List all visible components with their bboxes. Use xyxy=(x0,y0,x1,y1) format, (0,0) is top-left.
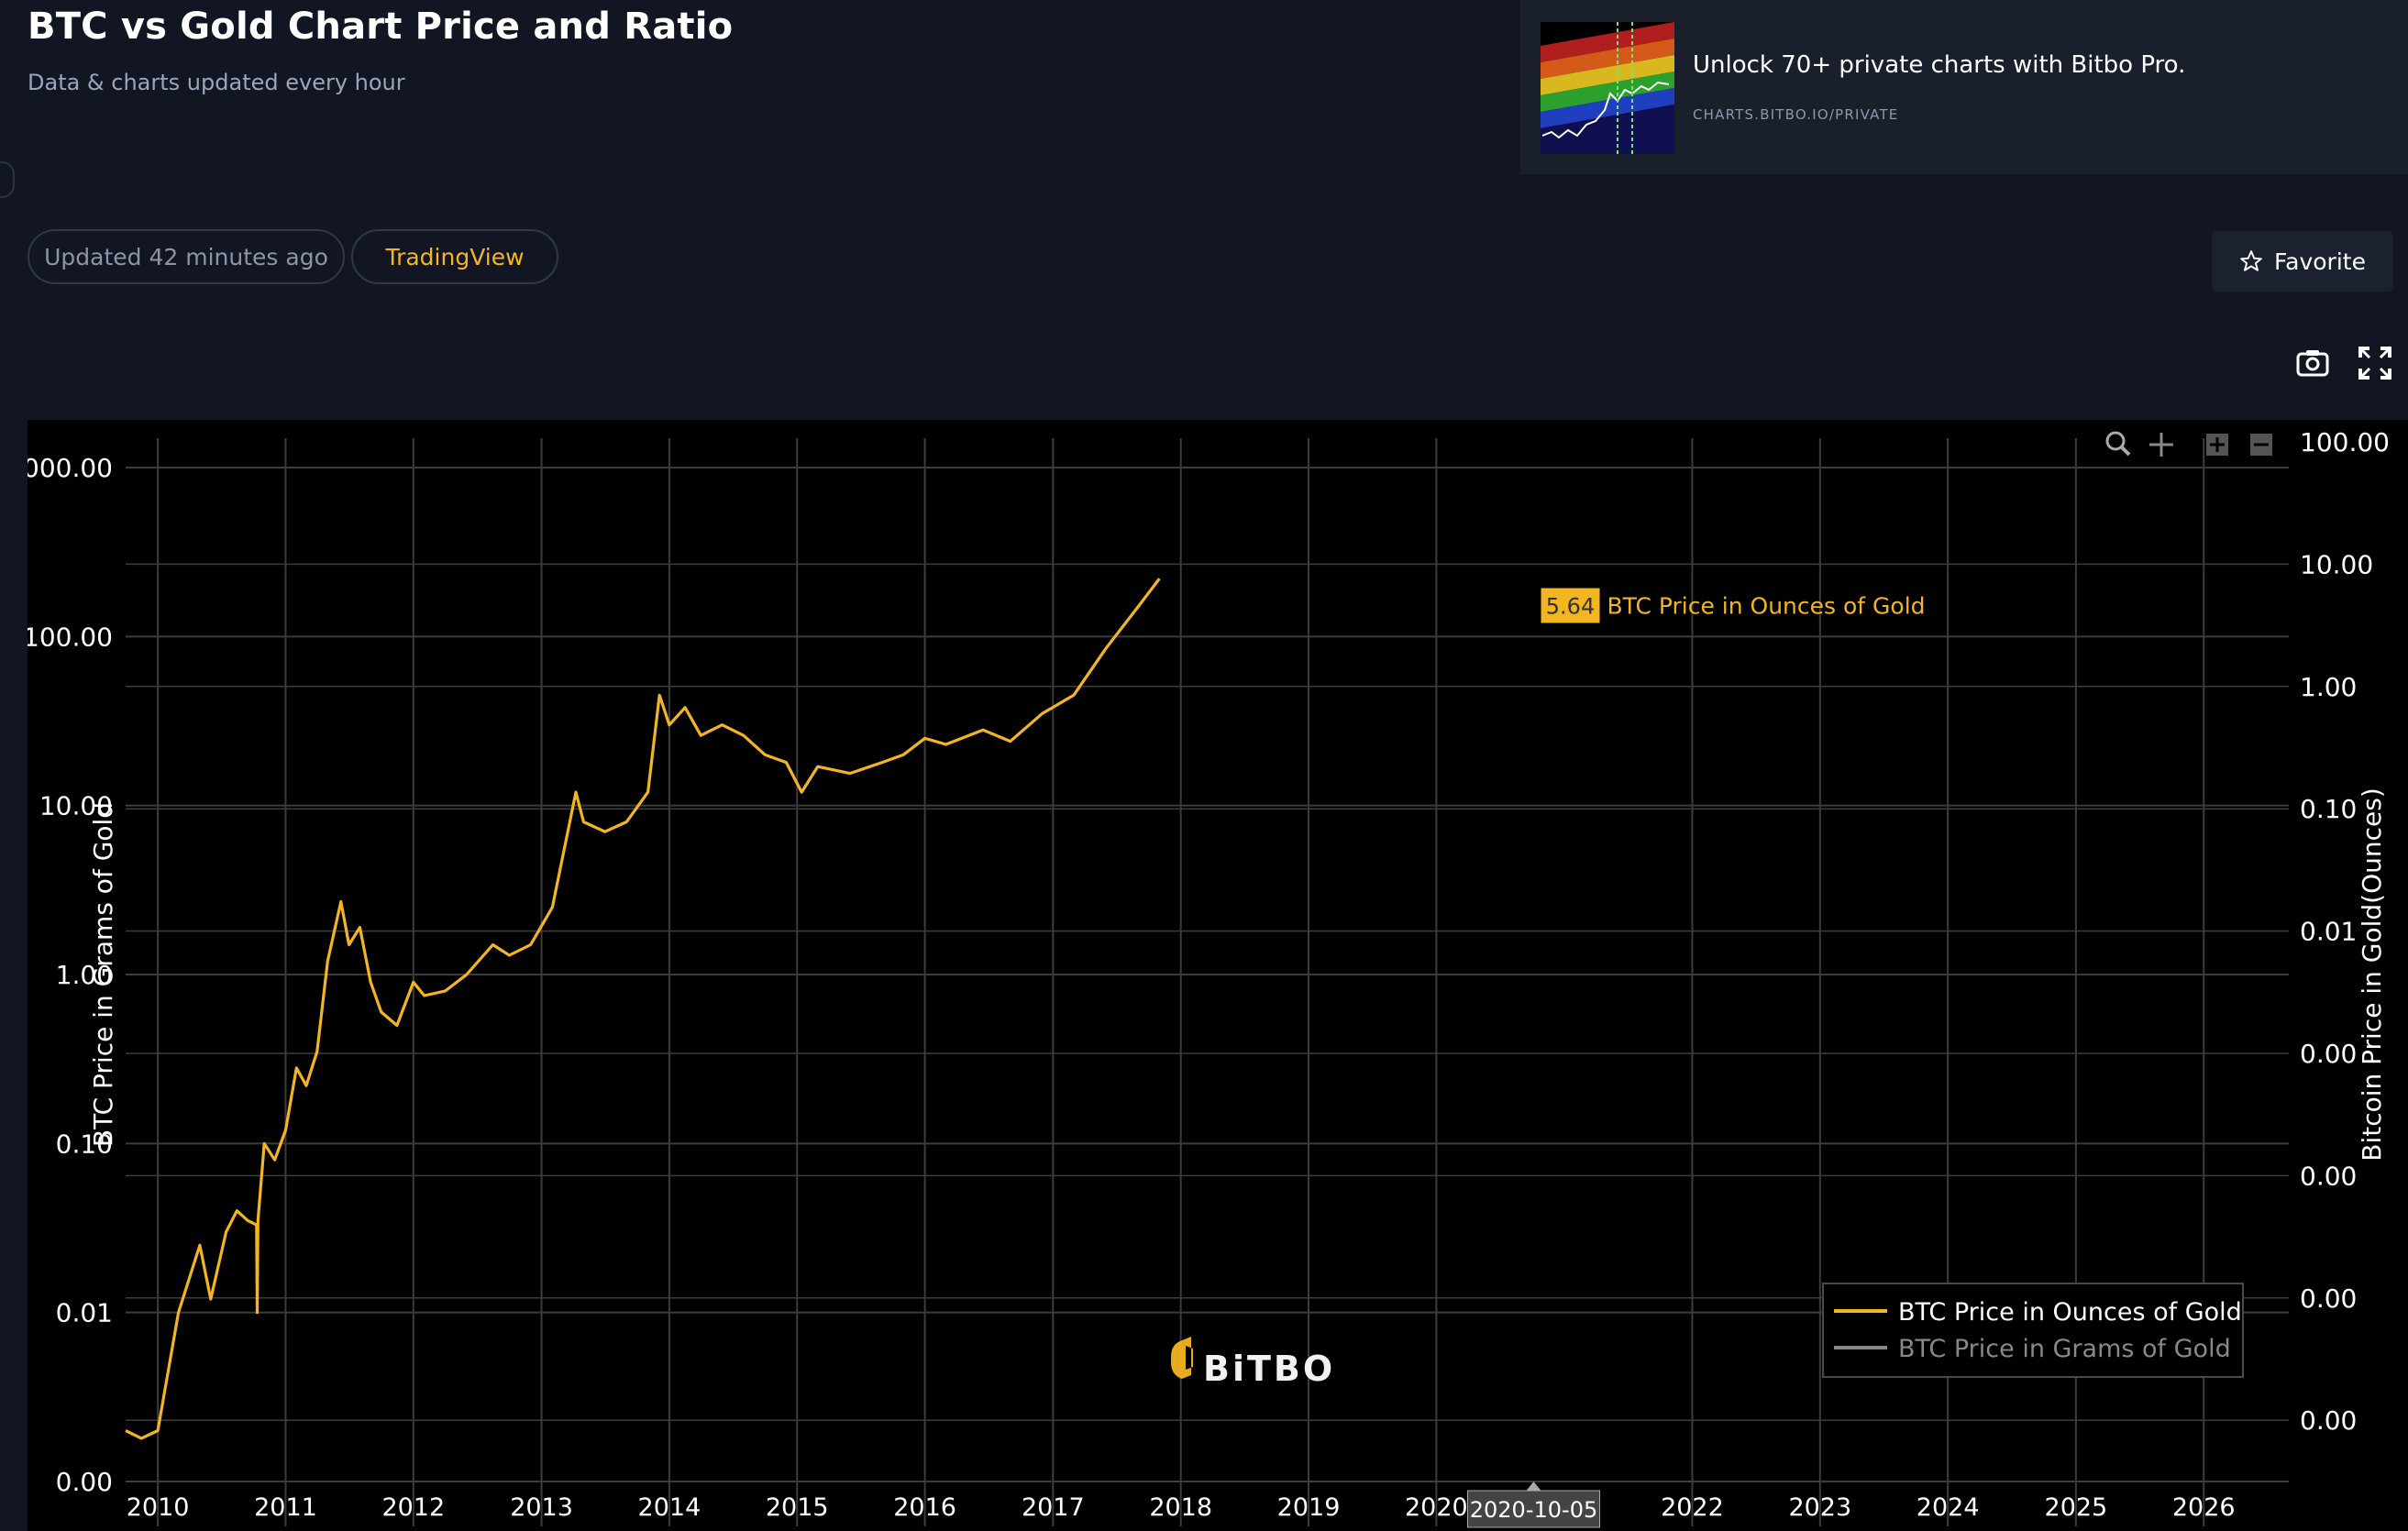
y-tick-right: 0.00 xyxy=(2300,1283,2357,1314)
hover-value: 5.64 xyxy=(1546,594,1595,620)
zoom-icon[interactable] xyxy=(2105,431,2131,457)
y-tick-right: 0.00 xyxy=(2300,1039,2357,1069)
y-axis-label-right: Bitcoin Price in Gold(Ounces) xyxy=(2357,788,2387,1162)
x-tick: 2016 xyxy=(893,1493,956,1522)
x-tick: 2025 xyxy=(2045,1493,2108,1522)
y-axis-label-left: BTC Price in Grams of Gold xyxy=(88,802,118,1147)
watermark: BiTBO xyxy=(1171,1337,1335,1389)
zoom-out-icon[interactable] xyxy=(2250,434,2272,456)
sidebar-toggle[interactable] xyxy=(0,161,15,198)
legend-item-ounces[interactable]: BTC Price in Ounces of Gold xyxy=(1898,1298,2242,1327)
y-tick-left: 0.10 xyxy=(56,1129,113,1159)
page-subtitle: Data & charts updated every hour xyxy=(28,70,405,95)
x-tick: 2026 xyxy=(2172,1493,2236,1522)
promo-link[interactable]: CHARTS.BITBO.IO/PRIVATE xyxy=(1693,106,1899,123)
y-tick-left: 10.00 xyxy=(39,791,113,821)
tradingview-button[interactable]: TradingView xyxy=(351,229,558,284)
y-tick-right: 1.00 xyxy=(2300,672,2357,702)
promo-thumbnail xyxy=(1541,22,1674,154)
x-tick: 2014 xyxy=(638,1493,701,1522)
x-tick: 2010 xyxy=(127,1493,190,1522)
y-tick-right: 0.00 xyxy=(2300,1161,2357,1191)
hover-date-caret xyxy=(1526,1481,1541,1491)
y-tick-right: 0.00 xyxy=(2300,1405,2357,1436)
rainbow-chart-icon xyxy=(1541,22,1674,154)
updated-value: 42 minutes ago xyxy=(149,243,328,270)
x-tick: 2024 xyxy=(1916,1493,1980,1522)
hover-series-name: BTC Price in Ounces of Gold xyxy=(1607,593,1926,620)
camera-icon[interactable] xyxy=(2294,345,2331,381)
legend[interactable]: BTC Price in Ounces of Gold BTC Price in… xyxy=(1822,1283,2244,1378)
fullscreen-icon[interactable] xyxy=(2357,345,2393,381)
favorite-label: Favorite xyxy=(2274,248,2366,275)
y-tick-left: 1,000.00 xyxy=(28,453,113,483)
x-tick: 2019 xyxy=(1277,1493,1341,1522)
hover-value-box xyxy=(1541,588,1600,623)
series-line-ounces[interactable] xyxy=(125,578,1161,1440)
x-tick: 2013 xyxy=(510,1493,573,1522)
y-tick-right: 10.00 xyxy=(2300,549,2373,579)
y-tick-right: 0.10 xyxy=(2300,794,2357,824)
page-title: BTC vs Gold Chart Price and Ratio xyxy=(28,6,734,48)
y-tick-left: 0.00 xyxy=(56,1467,113,1497)
x-tick: 2015 xyxy=(766,1493,829,1522)
x-tick: 2020 xyxy=(1405,1493,1468,1522)
grid xyxy=(126,438,2289,1526)
x-tick: 2023 xyxy=(1788,1493,1851,1522)
x-tick: 2017 xyxy=(1022,1493,1085,1522)
plot-modebar[interactable] xyxy=(2105,431,2272,457)
updated-badge: Updated 42 minutes ago xyxy=(28,229,345,284)
promo-banner[interactable]: Unlock 70+ private charts with Bitbo Pro… xyxy=(1520,0,2408,174)
y-tick-left: 0.01 xyxy=(56,1298,113,1328)
updated-prefix: Updated xyxy=(44,243,142,270)
hover-date: 2020-10-05 xyxy=(1470,1497,1597,1523)
y-tick-right: 100.00 xyxy=(2300,427,2390,457)
star-icon xyxy=(2240,250,2262,271)
y-tick-left: 1.00 xyxy=(56,960,113,990)
y-tick-left: 100.00 xyxy=(28,622,113,652)
pan-icon[interactable] xyxy=(2149,433,2173,457)
chart-container[interactable]: 1,000.00 100.00 10.00 1.00 0.10 0.01 0.00 100.0… xyxy=(28,420,2408,1531)
promo-text[interactable]: Unlock 70+ private charts with Bitbo Pro… xyxy=(1693,51,2186,79)
favorite-button[interactable]: Favorite xyxy=(2212,231,2393,292)
x-tick: 2011 xyxy=(254,1493,317,1522)
chart-svg[interactable]: 1,000.00 100.00 10.00 1.00 0.10 0.01 0.00 100.0… xyxy=(28,420,2408,1531)
x-tick: 2018 xyxy=(1149,1493,1212,1522)
x-tick: 2012 xyxy=(381,1493,445,1522)
zoom-in-icon[interactable] xyxy=(2206,434,2228,456)
hover-tooltip: 5.64 BTC Price in Ounces of Gold 2020-10… xyxy=(1467,588,1926,1528)
axis-ticks: 1,000.00 100.00 10.00 1.00 0.10 0.01 0.00 100.0… xyxy=(28,427,2390,1522)
bitbo-logo-text: BiTBO xyxy=(1203,1349,1335,1389)
legend-item-grams[interactable]: BTC Price in Grams of Gold xyxy=(1898,1335,2231,1363)
x-tick: 2022 xyxy=(1661,1493,1724,1522)
y-tick-right: 0.01 xyxy=(2300,917,2357,947)
